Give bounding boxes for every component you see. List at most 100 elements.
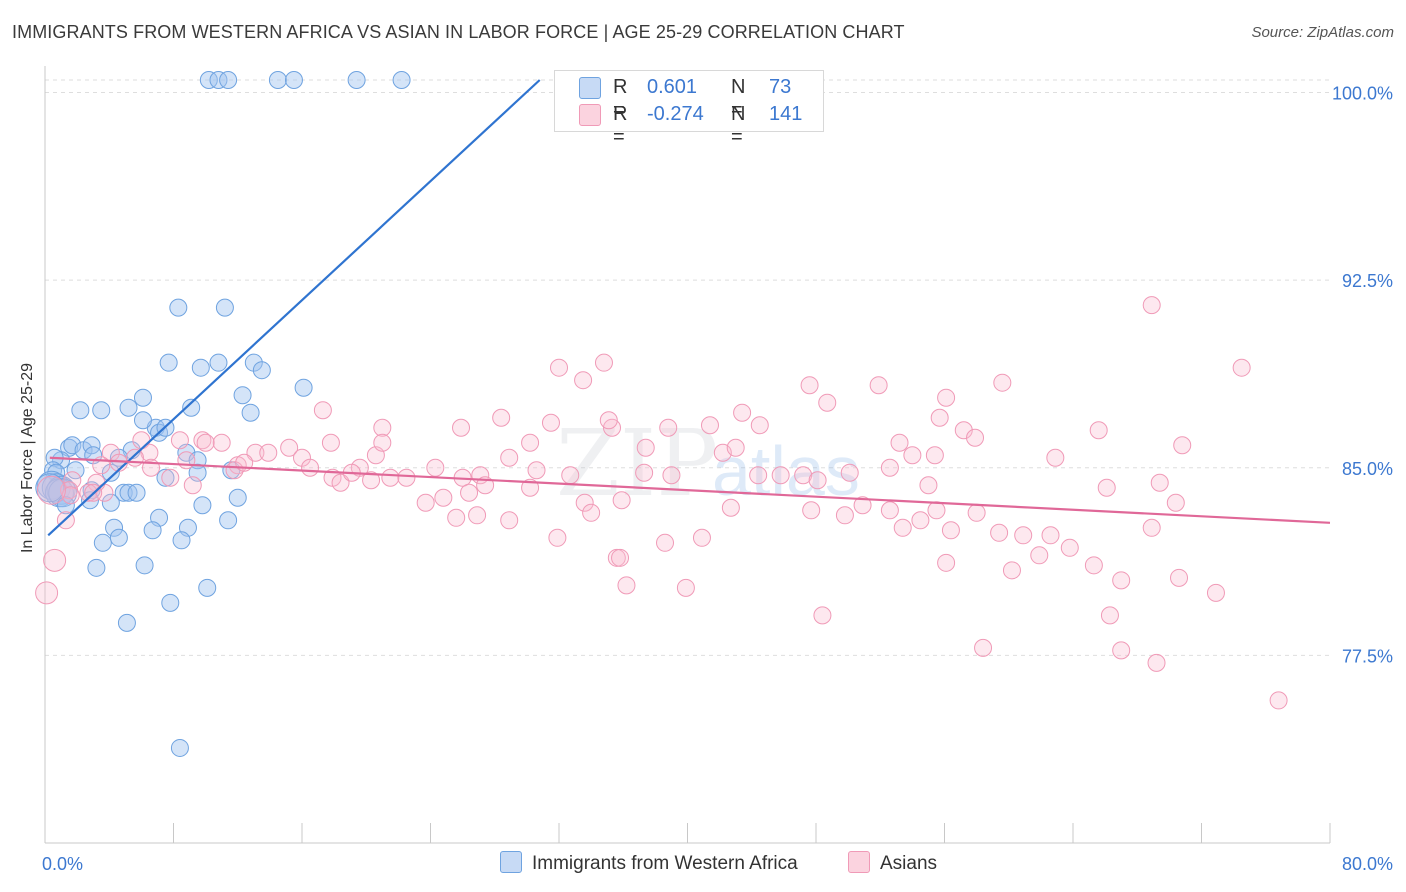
asians-point [460, 483, 479, 502]
asians-point [492, 408, 511, 427]
y-tick-label: 92.5% [1342, 271, 1393, 291]
asians-point [635, 463, 654, 482]
western-africa-point [191, 358, 210, 377]
western-africa-point [170, 738, 189, 757]
western-africa-point [92, 401, 111, 420]
asians-point [721, 498, 740, 517]
series-asians-points [35, 296, 1288, 710]
asians-point [794, 466, 813, 485]
western-africa-point [347, 71, 366, 89]
legend-swatch-western-africa [500, 851, 522, 873]
asians-point [813, 606, 832, 625]
asians-point [612, 491, 631, 510]
western-africa-point [127, 483, 146, 502]
western-africa-point [182, 398, 201, 417]
western-africa-point [63, 436, 82, 455]
asians-point [170, 431, 189, 450]
x-tick-label-min: 0.0% [42, 854, 83, 874]
legend-r-label: R = [613, 76, 628, 121]
asians-point [911, 511, 930, 530]
asians-point [726, 438, 745, 457]
trend-line-asians [49, 456, 1331, 524]
asians-point [331, 473, 350, 492]
asians-point [561, 466, 580, 485]
asians-point [1232, 358, 1251, 377]
asians-point [43, 548, 67, 572]
western-africa-point [284, 71, 303, 89]
asians-point [521, 433, 540, 452]
asians-point [662, 466, 681, 485]
asians-point [659, 418, 678, 437]
asians-point [321, 433, 340, 452]
western-africa-point [143, 521, 162, 540]
asians-point [521, 478, 540, 497]
western-africa-point [233, 386, 252, 405]
asians-point [61, 486, 80, 505]
asians-point [700, 416, 719, 435]
western-africa-point [228, 488, 247, 507]
asians-point [1269, 691, 1288, 710]
asians-point [313, 401, 332, 420]
asians-point [1097, 478, 1116, 497]
asians-point [937, 388, 956, 407]
western-africa-point [159, 353, 178, 372]
asians-point [161, 468, 180, 487]
source-credit: Source: ZipAtlas.com [1251, 24, 1394, 41]
legend-n-label: N = [731, 76, 746, 121]
asians-point [373, 433, 392, 452]
asians-point [835, 506, 854, 525]
asians-point [468, 506, 487, 525]
western-africa-point [114, 483, 133, 502]
y-tick-label: 100.0% [1332, 84, 1393, 104]
asians-point [582, 503, 601, 522]
legend-n-value: 141 [769, 103, 803, 125]
asians-point [416, 493, 435, 512]
asians-point [750, 416, 769, 435]
asians-point [1150, 473, 1169, 492]
western-africa-point [294, 378, 313, 397]
western-africa-point [117, 613, 136, 632]
legend-item-asians: Asians [848, 851, 937, 875]
asians-point [500, 448, 519, 467]
asians-point [869, 376, 888, 395]
western-africa-point [219, 71, 238, 89]
western-africa-point [215, 298, 234, 317]
asians-point [35, 581, 59, 605]
asians-point [183, 476, 202, 495]
legend-swatch-asians [579, 104, 601, 126]
asians-point [974, 638, 993, 657]
asians-point [1142, 518, 1161, 537]
asians-point [1112, 641, 1131, 660]
x-tick-label-max: 80.0% [1342, 854, 1393, 874]
western-africa-point [241, 403, 260, 422]
asians-point [1112, 571, 1131, 590]
legend-r-value: -0.274 [647, 103, 704, 125]
western-africa-point [209, 353, 228, 372]
asians-point [1166, 493, 1185, 512]
asians-point [541, 413, 560, 432]
western-africa-point [156, 468, 175, 487]
western-africa-point [219, 511, 238, 530]
asians-point [1142, 296, 1161, 315]
asians-point [611, 548, 630, 567]
asians-point [656, 533, 675, 552]
trend-line-western-africa [47, 79, 541, 537]
western-africa-point [268, 71, 287, 89]
correlation-legend: R = 0.601 N = 73 R = -0.274 N = 141 [554, 70, 824, 148]
asians-point [1089, 421, 1108, 440]
western-africa-point [392, 71, 411, 89]
y-tick-label: 77.5% [1342, 646, 1393, 666]
asians-point [527, 461, 546, 480]
legend-item-western-africa: Immigrants from Western Africa [500, 851, 798, 875]
asians-point [1084, 556, 1103, 575]
series-western-africa-points [35, 71, 411, 757]
asians-point [212, 433, 231, 452]
western-africa-point [252, 361, 271, 380]
western-africa-point [119, 398, 138, 417]
asians-point [1060, 538, 1079, 557]
asians-point [893, 518, 912, 537]
watermark-zip: ZIP [556, 410, 718, 517]
asians-point [1046, 448, 1065, 467]
legend-label-western-africa: Immigrants from Western Africa [532, 853, 798, 874]
